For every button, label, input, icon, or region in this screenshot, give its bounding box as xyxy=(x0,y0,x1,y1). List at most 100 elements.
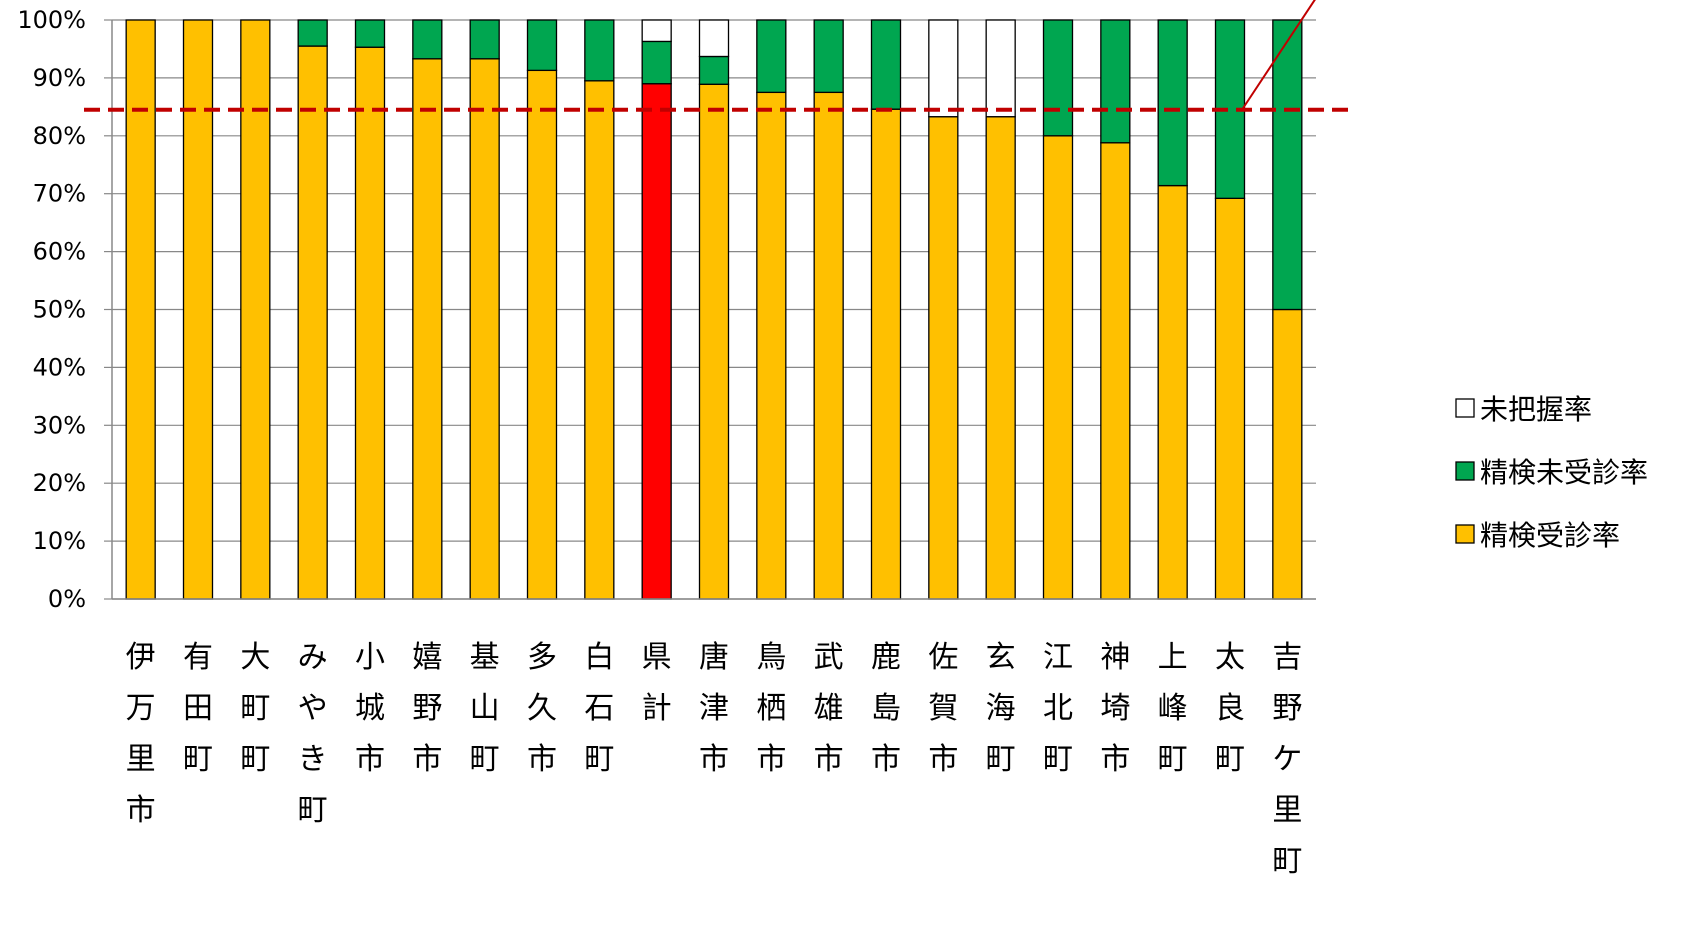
y-tick-label: 0% xyxy=(48,585,86,613)
x-category-label-char: 里 xyxy=(1272,793,1302,828)
bar-segment-精検受診率-多久市 xyxy=(526,69,558,600)
bar-segment-精検未受診率-鳥栖市 xyxy=(756,19,787,94)
x-category-label-char: 城 xyxy=(355,691,385,726)
x-category-label-char: 田 xyxy=(183,691,213,726)
bar-segment-精検未受診率-みやき町 xyxy=(297,19,328,47)
x-category-label-char: 小 xyxy=(355,640,385,675)
x-category-label-char: 市 xyxy=(814,742,844,777)
x-category-label-char: 町 xyxy=(183,742,213,777)
bar-segment-精検受診率-神埼市 xyxy=(1100,142,1131,600)
x-category-label-char: 基 xyxy=(470,640,500,675)
x-category-label-char: 町 xyxy=(470,742,500,777)
bar-segment-精検受診率-太良町 xyxy=(1214,197,1246,600)
bar-segment-未把握率-佐賀市 xyxy=(928,19,959,118)
y-tick-label: 50% xyxy=(33,296,86,324)
x-category-label-char: や xyxy=(298,691,328,726)
bar-segment-精検未受診率-県計 xyxy=(641,40,672,85)
x-category-label-char: 市 xyxy=(1100,742,1130,777)
x-category-label-char: 野 xyxy=(1272,691,1302,726)
x-category-label-char: 町 xyxy=(1272,844,1302,879)
bar-segment-精検受診率-県計 xyxy=(641,83,672,600)
x-category-label-char: ケ xyxy=(1272,742,1302,777)
x-category-label-char: 市 xyxy=(928,742,958,777)
x-category-label-char: 雄 xyxy=(814,691,844,726)
bar-segment-精検受診率-大町町 xyxy=(240,19,271,600)
bar-segment-精検受診率-小城市 xyxy=(354,46,386,600)
legend-swatch xyxy=(1455,524,1475,544)
annotation-pointer-line xyxy=(1241,0,1316,111)
bar-segment-精検受診率-武雄市 xyxy=(813,91,844,600)
bar-segment-精検未受診率-小城市 xyxy=(354,19,386,48)
x-category-label-char: 町 xyxy=(1158,742,1188,777)
x-category-label-char: 町 xyxy=(240,691,270,726)
bar-segment-精検受診率-白石町 xyxy=(584,80,615,600)
x-category-label-char: 県 xyxy=(642,640,672,675)
x-category-label-char: 玄 xyxy=(986,640,1016,675)
y-tick-label: 80% xyxy=(33,122,86,150)
bar-segment-精検受診率-吉野ケ里町 xyxy=(1272,308,1303,600)
bar-segment-精検受診率-みやき町 xyxy=(297,45,328,600)
legend-swatch xyxy=(1455,398,1475,418)
x-category-label-char: 町 xyxy=(1043,742,1073,777)
legend-label: 精検未受診率 xyxy=(1480,456,1648,489)
x-category-label-char: 久 xyxy=(527,691,557,726)
x-category-label-char: 町 xyxy=(298,793,328,828)
x-category-label-char: 市 xyxy=(527,742,557,777)
x-category-label-char: 市 xyxy=(126,793,156,828)
x-category-label-char: 太 xyxy=(1215,640,1245,675)
x-category-label-char: 万 xyxy=(126,691,156,726)
x-category-label-char: 吉 xyxy=(1272,640,1302,675)
x-category-label-char: 賀 xyxy=(928,691,958,726)
x-category-label-char: 埼 xyxy=(1100,691,1130,726)
x-category-label-char: 武 xyxy=(814,640,844,675)
bar-segment-精検未受診率-吉野ケ里町 xyxy=(1272,19,1303,311)
x-category-label-char: き xyxy=(298,742,328,777)
x-category-label-char: 嬉 xyxy=(412,640,442,675)
x-category-label-char: 津 xyxy=(699,691,729,726)
y-tick-label: 20% xyxy=(33,469,86,497)
x-category-label-char: 佐 xyxy=(928,640,958,675)
x-category-label-char: 神 xyxy=(1100,640,1130,675)
x-category-label-char: 多 xyxy=(527,640,557,675)
legend-label: 精検受診率 xyxy=(1480,519,1620,552)
y-tick-label: 40% xyxy=(33,353,86,381)
x-category-label-char: み xyxy=(298,640,328,675)
x-category-label-char: 白 xyxy=(584,640,614,675)
x-category-label-char: 里 xyxy=(126,742,156,777)
x-category-label-char: 野 xyxy=(412,691,442,726)
bar-segment-精検受診率-有田町 xyxy=(182,19,214,600)
x-category-label-char: 町 xyxy=(1215,742,1245,777)
x-category-label-char: 栖 xyxy=(756,691,786,726)
bar-segment-精検未受診率-基山町 xyxy=(469,19,500,60)
x-category-label-char: 上 xyxy=(1158,640,1188,675)
bar-segment-未把握率-唐津市 xyxy=(698,19,730,58)
bar-segment-精検未受診率-神埼市 xyxy=(1100,19,1131,144)
x-category-label-char: 市 xyxy=(412,742,442,777)
y-tick-label: 30% xyxy=(33,411,86,439)
y-tick-label: 60% xyxy=(33,238,86,266)
bar-segment-精検受診率-基山町 xyxy=(469,58,500,600)
x-category-label-char: 海 xyxy=(986,691,1016,726)
bar-segment-精検未受診率-鹿島市 xyxy=(870,19,902,110)
bar-segment-精検未受診率-嬉野市 xyxy=(412,19,443,60)
x-category-label-char: 山 xyxy=(470,691,500,726)
bar-segment-精検未受診率-唐津市 xyxy=(698,55,730,85)
bar-segment-精検受診率-江北町 xyxy=(1042,135,1074,600)
y-axis: 0% 10% 20% 30% 40% 50% 60% 70% 80% 90% 100% xyxy=(17,6,113,613)
x-category-label-char: 伊 xyxy=(126,640,156,675)
bar-segment-精検未受診率-多久市 xyxy=(526,19,558,72)
y-tick-label: 90% xyxy=(33,64,86,92)
x-category-label-char: 江 xyxy=(1043,640,1073,675)
bar-segment-精検受診率-上峰町 xyxy=(1157,184,1188,600)
x-category-label-char: 市 xyxy=(756,742,786,777)
bar-segment-精検未受診率-白石町 xyxy=(584,19,615,82)
x-category-label-char: 石 xyxy=(584,691,614,726)
x-category-label-char: 市 xyxy=(699,742,729,777)
bar-segment-精検未受診率-上峰町 xyxy=(1157,19,1188,187)
bar-segment-精検未受診率-武雄市 xyxy=(813,19,844,94)
bar-segment-精検受診率-佐賀市 xyxy=(928,116,959,600)
bars xyxy=(125,19,1303,600)
legend-swatch xyxy=(1455,461,1475,481)
